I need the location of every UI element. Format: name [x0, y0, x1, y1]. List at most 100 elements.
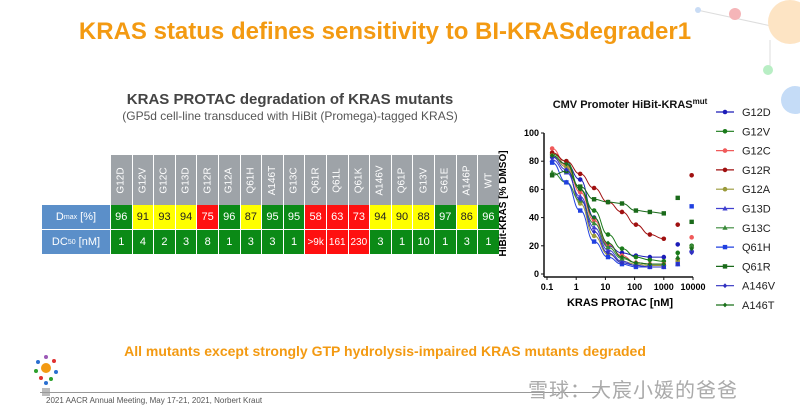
table-title: KRAS PROTAC degradation of KRAS mutants [126, 91, 454, 108]
data-point [633, 254, 639, 260]
column-header: G61E [434, 155, 456, 205]
column-header-label: G12D [115, 166, 127, 194]
legend-label: G12R [742, 165, 771, 177]
column-header: WT [478, 155, 499, 205]
table-cell: 73 [348, 205, 370, 230]
y-tick-label: 60 [529, 184, 539, 194]
data-point [577, 208, 583, 213]
data-point [591, 218, 597, 223]
column-header-label: G13D [180, 166, 192, 194]
column-header: G12C [154, 155, 175, 205]
label-main: DC [51, 236, 68, 248]
table-cell: 2 [154, 230, 175, 255]
column-header-label: G12R [202, 166, 214, 194]
footer-text: 2021 AACR Annual Meeting, May 17-21, 202… [46, 396, 263, 405]
column-header: Q61H [240, 155, 262, 205]
label-main: D [55, 211, 64, 223]
legend-label: G12V [742, 126, 771, 138]
column-header-label: Q61K [353, 167, 365, 193]
legend-label: Q61R [742, 261, 771, 273]
column-header: G13C [283, 155, 305, 205]
data-point [661, 254, 667, 260]
column-header: G12D [111, 155, 132, 205]
data-point [675, 242, 681, 247]
x-tick-label: 10000 [680, 282, 705, 292]
label-unit: [nM] [75, 236, 101, 248]
data-point [633, 260, 639, 266]
legend-label: G12C [742, 146, 771, 158]
chart-title: CMV Promoter HiBit-KRASmut [553, 97, 708, 111]
table-cell: 58 [305, 205, 326, 230]
data-point [577, 189, 583, 195]
data-point [675, 256, 680, 261]
table-subtitle: (GP5d cell-line transduced with HiBit (P… [122, 109, 458, 123]
data-point [689, 243, 695, 248]
data-point [647, 257, 653, 263]
table-cell: 10 [413, 230, 434, 255]
column-header-label: Q61L [331, 167, 343, 193]
legend-marker [722, 109, 728, 115]
data-point [647, 209, 653, 215]
table-cell: 3 [456, 230, 478, 255]
table-cell: 96 [478, 205, 499, 230]
data-point [549, 173, 555, 178]
table-cell: 88 [413, 205, 434, 230]
column-header-label: G13C [288, 166, 300, 194]
lightbulb-logo-icon [34, 355, 58, 396]
legend-label: G12A [742, 184, 771, 196]
data-point [577, 184, 583, 189]
table-cell: 3 [240, 230, 262, 255]
data-point [605, 232, 611, 237]
column-header-label: G12C [158, 166, 170, 194]
legend-marker [722, 129, 728, 134]
legend-marker [722, 264, 728, 269]
column-header-label: Q61P [396, 167, 408, 193]
data-point [591, 185, 597, 191]
column-header-label: G61E [439, 167, 451, 193]
data-point [661, 211, 666, 216]
y-tick-label: 0 [534, 269, 539, 279]
y-tick-label: 20 [529, 241, 539, 251]
footer-divider [40, 392, 600, 393]
column-header: A146P [456, 155, 478, 205]
data-point [661, 236, 667, 242]
table-cell: 8 [197, 230, 218, 255]
column-header: Q61L [326, 155, 348, 205]
data-point [619, 209, 625, 215]
legend-marker [722, 167, 728, 173]
column-header: Q61K [348, 155, 370, 205]
legend-marker [722, 225, 728, 230]
column-header: A146T [262, 155, 283, 205]
data-point [577, 171, 583, 177]
table-cell: 94 [175, 205, 197, 230]
table-cell: 3 [175, 230, 197, 255]
table-corner [42, 155, 110, 205]
legend-marker [722, 186, 728, 192]
data-point [619, 260, 625, 266]
column-header-label: G12V [137, 167, 149, 193]
table-cell: 95 [283, 205, 305, 230]
data-point [675, 222, 681, 227]
data-point [577, 187, 583, 192]
table-cell: 63 [326, 205, 348, 230]
table-cell: 96 [111, 205, 132, 230]
x-tick-label: 100 [627, 282, 642, 292]
data-point [591, 197, 597, 202]
column-header-label: Q61R [310, 166, 322, 194]
column-header: G12A [218, 155, 240, 205]
y-axis-label: HiBit-KRAS [% DMSO] [498, 150, 509, 256]
data-point [549, 146, 555, 151]
legend-label: G12D [742, 107, 771, 119]
table-cell: 1 [218, 230, 240, 255]
column-header-label: A146T [266, 165, 278, 195]
data-point [675, 261, 680, 267]
legend-label: A146T [742, 300, 775, 312]
watermark: 雪球：大宸小媛的爸爸 [528, 380, 738, 402]
x-tick-label: 0.1 [541, 282, 554, 292]
table-cell: 1 [434, 230, 456, 255]
data-point [577, 177, 583, 182]
table-cell: 86 [456, 205, 478, 230]
column-header-label: A146V [374, 164, 386, 196]
